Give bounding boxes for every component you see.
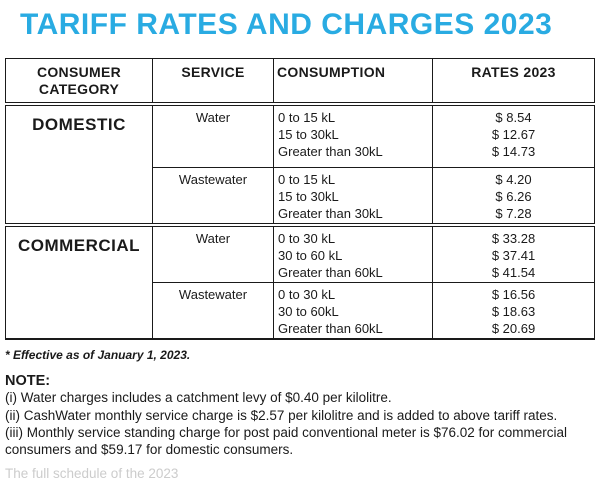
table-row-commercial-wastewater: Wastewater 0 to 30 kL 30 to 60kL Greater… [6, 282, 595, 340]
category-cell-domestic: DOMESTIC [5, 105, 153, 224]
service-cell: Wastewater [152, 167, 274, 224]
col-header-rates: RATES 2023 [432, 58, 595, 103]
tariff-notice-page: TARIFF RATES AND CHARGES 2023 CONSUMER C… [0, 6, 600, 481]
tariff-table: CONSUMER CATEGORY SERVICE CONSUMPTION RA… [5, 58, 595, 340]
effective-date-footnote: * Effective as of January 1, 2023. [5, 348, 191, 362]
rates-cell: $ 8.54 $ 12.67 $ 14.73 [432, 105, 595, 168]
clipped-bottom-text: The full schedule of the 2023 [5, 466, 179, 481]
note-item-3: (iii) Monthly service standing charge fo… [5, 425, 568, 457]
consumption-cell: 0 to 30 kL 30 to 60 kL Greater than 60kL [273, 226, 433, 283]
rates-cell: $ 4.20 $ 6.26 $ 7.28 [432, 167, 595, 224]
page-title: TARIFF RATES AND CHARGES 2023 [20, 8, 553, 41]
service-cell: Water [152, 226, 274, 283]
col-header-consumer-category: CONSUMER CATEGORY [5, 58, 153, 103]
col-header-service: SERVICE [152, 58, 274, 103]
note-heading: NOTE: [5, 373, 51, 389]
header-row: CONSUMER CATEGORY SERVICE CONSUMPTION RA… [5, 58, 595, 103]
rates-cell: $ 16.56 $ 18.63 $ 20.69 [432, 282, 595, 340]
table-row-domestic-wastewater: Wastewater 0 to 15 kL 15 to 30kL Greater… [6, 167, 595, 224]
category-cell-commercial: COMMERCIAL [5, 226, 153, 340]
consumption-cell: 0 to 15 kL 15 to 30kL Greater than 30kL [273, 167, 433, 224]
section-domestic: DOMESTIC Water 0 to 15 kL 15 to 30kL Gre… [5, 105, 595, 224]
service-cell: Water [152, 105, 274, 168]
consumption-cell: 0 to 30 kL 30 to 60kL Greater than 60kL [273, 282, 433, 340]
table-row-domestic-water: DOMESTIC Water 0 to 15 kL 15 to 30kL Gre… [5, 105, 595, 224]
note-item-1: (i) Water charges includes a catchment l… [5, 390, 392, 405]
consumption-cell: 0 to 15 kL 15 to 30kL Greater than 30kL [273, 105, 433, 168]
rates-cell: $ 33.28 $ 37.41 $ 41.54 [432, 226, 595, 283]
service-cell: Wastewater [152, 282, 274, 340]
note-item-2: (ii) CashWater monthly service charge is… [5, 407, 558, 423]
section-commercial: COMMERCIAL Water 0 to 30 kL 30 to 60 kL … [5, 226, 595, 340]
tariff-table-header: CONSUMER CATEGORY SERVICE CONSUMPTION RA… [5, 58, 595, 103]
table-row-commercial-water: COMMERCIAL Water 0 to 30 kL 30 to 60 kL … [5, 226, 595, 340]
col-header-consumption: CONSUMPTION [273, 58, 433, 103]
